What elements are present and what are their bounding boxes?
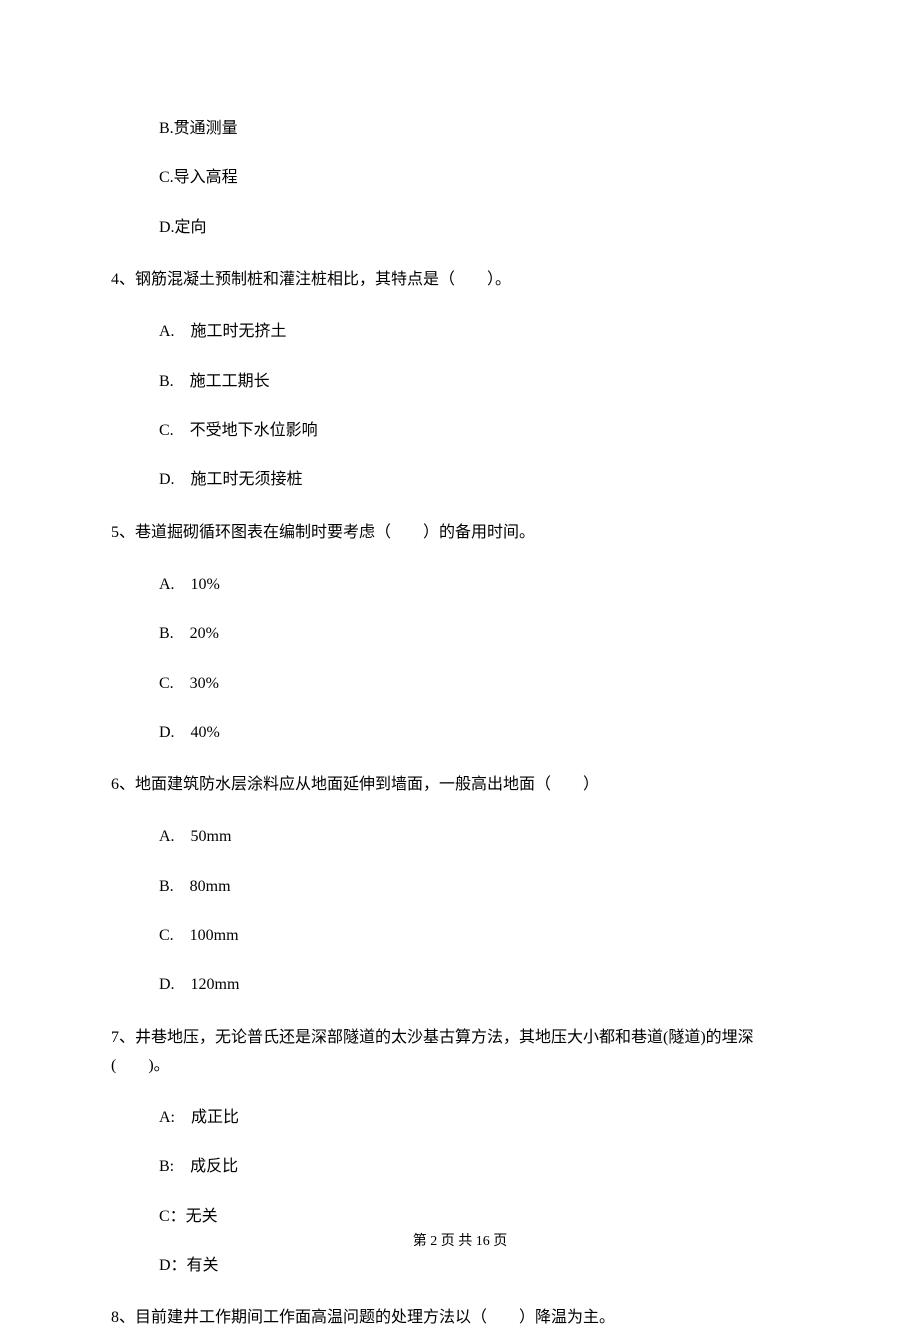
- q7-text: 7、井巷地压，无论普氏还是深部隧道的太沙基古算方法，其地压大小都和巷道(隧道)的…: [111, 1024, 809, 1080]
- q7-option-a: A: 成正比: [159, 1107, 809, 1129]
- q5-option-d: D. 40%: [159, 722, 809, 744]
- q5-option-c: C. 30%: [159, 673, 809, 695]
- q6-text: 6、地面建筑防水层涂料应从地面延伸到墙面，一般高出地面（ ）: [111, 771, 809, 799]
- q7-option-d: D：有关: [159, 1255, 809, 1277]
- q3-option-d: D.定向: [159, 217, 809, 239]
- q4-option-a: A. 施工时无挤土: [159, 321, 809, 343]
- q6-option-a: A. 50mm: [159, 826, 809, 848]
- q3-option-b: B.贯通测量: [159, 118, 809, 140]
- q7-option-b: B: 成反比: [159, 1156, 809, 1178]
- q6-option-b: B. 80mm: [159, 876, 809, 898]
- document-content: B.贯通测量 C.导入高程 D.定向 4、钢筋混凝土预制桩和灌注桩相比，其特点是…: [0, 0, 920, 1332]
- q6-option-d: D. 120mm: [159, 974, 809, 996]
- q8-text: 8、目前建井工作期间工作面高温问题的处理方法以（ ）降温为主。: [111, 1304, 809, 1332]
- q4-option-d: D. 施工时无须接桩: [159, 469, 809, 491]
- q5-option-b: B. 20%: [159, 623, 809, 645]
- q4-option-c: C. 不受地下水位影响: [159, 420, 809, 442]
- q3-option-c: C.导入高程: [159, 167, 809, 189]
- page-footer: 第 2 页 共 16 页: [0, 1230, 920, 1250]
- q6-option-c: C. 100mm: [159, 925, 809, 947]
- q4-text: 4、钢筋混凝土预制桩和灌注桩相比，其特点是（ ）。: [111, 266, 809, 294]
- q5-option-a: A. 10%: [159, 574, 809, 596]
- q4-option-b: B. 施工工期长: [159, 371, 809, 393]
- q5-text: 5、巷道掘砌循环图表在编制时要考虑（ ）的备用时间。: [111, 519, 809, 547]
- q7-option-c: C：无关: [159, 1206, 809, 1228]
